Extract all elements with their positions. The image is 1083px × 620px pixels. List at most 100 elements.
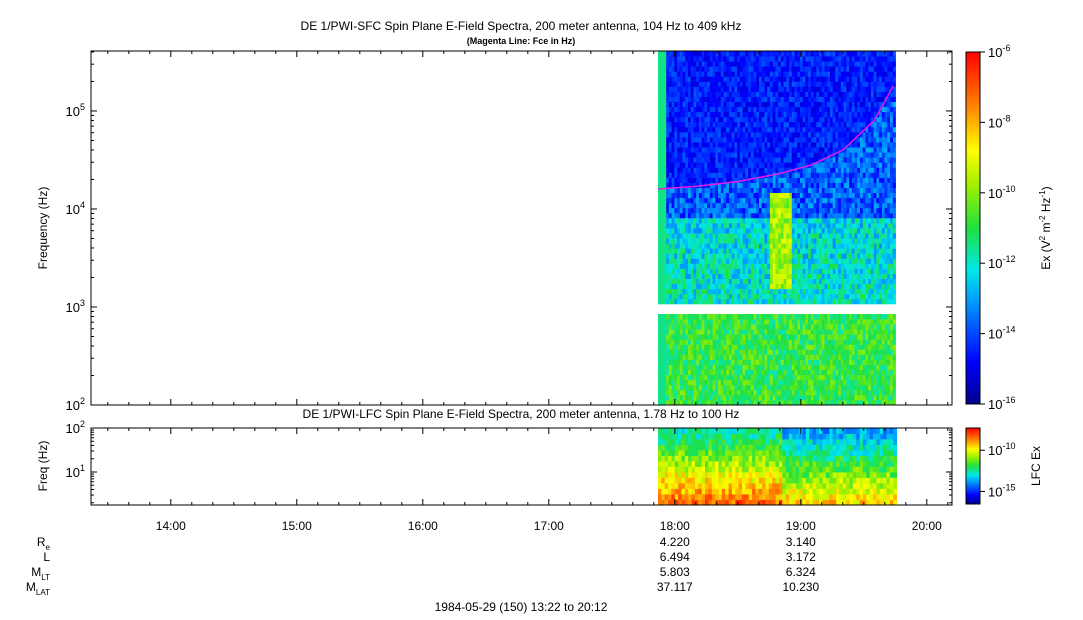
spectrogram-cell: [739, 202, 743, 209]
spectrogram-cell: [786, 243, 790, 249]
spectrogram-cell: [783, 344, 787, 350]
spectrogram-cell: [813, 131, 817, 138]
spectrogram-cell: [756, 278, 760, 285]
spectrogram-cell: [791, 394, 795, 401]
spectrogram-cell: [802, 142, 806, 148]
spectrogram-cell: [843, 369, 847, 376]
spectrogram-cell: [682, 131, 686, 138]
spectrogram-cell: [693, 298, 697, 305]
spectrogram-cell: [690, 344, 694, 350]
spectrogram-cell: [704, 56, 708, 62]
spectrogram-cell: [786, 106, 790, 113]
spectrogram-cell: [745, 51, 749, 57]
spectrogram-cell: [720, 293, 724, 300]
spectrogram-cell: [718, 298, 722, 305]
spectrogram-cell: [824, 91, 828, 97]
spectrogram-cell: [775, 137, 779, 143]
spectrogram-cell: [759, 157, 763, 163]
spectrogram-cell: [821, 394, 825, 401]
spectrogram-cell: [696, 263, 700, 269]
spectrogram-cell: [753, 162, 757, 168]
spectrogram-cell: [832, 157, 836, 163]
spectrogram-cell: [854, 96, 858, 102]
spectrogram-cell: [802, 349, 806, 355]
spectrogram-cell: [750, 66, 754, 72]
spectrogram-cell: [671, 228, 675, 234]
spectrogram-cell: [780, 263, 784, 269]
spectrogram-cell: [835, 258, 839, 264]
spectrogram-cell: [718, 288, 722, 295]
spectrogram-cell: [816, 197, 820, 204]
spectrogram-cell: [851, 389, 855, 396]
spectrogram-cell: [753, 354, 757, 360]
spectrogram-cell: [723, 344, 727, 350]
spectrogram-cell: [742, 273, 746, 279]
spectrogram-cell: [674, 207, 678, 214]
spectrogram-cell: [789, 268, 793, 274]
spectrogram-cell: [832, 288, 836, 295]
spectrogram-cell: [658, 228, 662, 234]
spectrogram-cell: [704, 379, 708, 386]
spectrogram-cell: [756, 369, 760, 376]
spectrogram-cell: [769, 192, 773, 199]
spectrogram-cell: [830, 192, 834, 199]
spectrogram-cell: [767, 314, 771, 320]
spectrogram-cell: [832, 298, 836, 305]
spectrogram-cell: [808, 389, 812, 396]
spectrogram-cell: [718, 76, 722, 82]
spectrogram-cell: [726, 147, 730, 153]
spectrogram-cell: [658, 273, 662, 279]
spectrogram-cell: [739, 207, 743, 214]
spectrogram-cell: [808, 222, 812, 229]
spectrogram-cell: [800, 359, 804, 365]
spectrogram-cell: [813, 212, 817, 219]
spectrogram-cell: [846, 51, 850, 57]
spectrogram-cell: [666, 263, 670, 269]
spectrogram-cell: [658, 238, 662, 244]
spectrogram-cell: [742, 96, 746, 102]
spectrogram-cell: [682, 172, 686, 178]
spectrogram-cell: [696, 389, 700, 396]
spectrogram-cell: [805, 51, 809, 57]
spectrogram-cell: [701, 354, 705, 360]
spectrogram-cell: [783, 288, 787, 295]
spectrogram-cell: [709, 263, 713, 269]
spectrogram-cell: [718, 51, 722, 57]
spectrogram-cell: [846, 167, 850, 173]
spectrogram-cell: [802, 258, 806, 264]
spectrogram-cell: [718, 369, 722, 376]
spectrogram-cell: [840, 192, 844, 199]
spectrogram-cell: [726, 278, 730, 285]
spectrogram-cell: [810, 379, 814, 386]
spectrogram-cell: [827, 197, 831, 204]
spectrogram-cell: [805, 106, 809, 113]
spectrogram-cell: [761, 258, 765, 264]
spectrogram-cell: [802, 86, 806, 92]
spectrogram-cell: [832, 167, 836, 173]
spectrogram-cell: [794, 354, 798, 360]
spectrogram-cell: [791, 228, 795, 234]
spectrogram-cell: [693, 192, 697, 199]
spectrogram-cell: [688, 152, 692, 158]
spectrogram-cell: [682, 379, 686, 386]
spectrogram-cell: [720, 298, 724, 305]
spectrogram-cell: [786, 384, 790, 391]
spectrogram-cell: [830, 278, 834, 285]
spectrogram-cell: [677, 354, 681, 360]
spectrogram-cell: [712, 354, 716, 360]
spectrogram-cell: [789, 314, 793, 320]
spectrogram-cell: [827, 51, 831, 57]
spectrogram-cell: [851, 162, 855, 168]
spectrogram-cell: [715, 233, 719, 239]
spectrogram-cell: [821, 111, 825, 118]
spectrogram-cell: [794, 314, 798, 320]
spectrogram-cell: [783, 212, 787, 219]
spectrogram-cell: [800, 238, 804, 244]
spectrogram-cell: [729, 202, 733, 209]
spectrogram-cell: [843, 106, 847, 113]
spectrogram-cell: [709, 228, 713, 234]
spectrogram-cell: [761, 359, 765, 365]
spectrogram-cell: [851, 142, 855, 148]
spectrogram-cell: [769, 152, 773, 158]
spectrogram-cell: [668, 167, 672, 173]
